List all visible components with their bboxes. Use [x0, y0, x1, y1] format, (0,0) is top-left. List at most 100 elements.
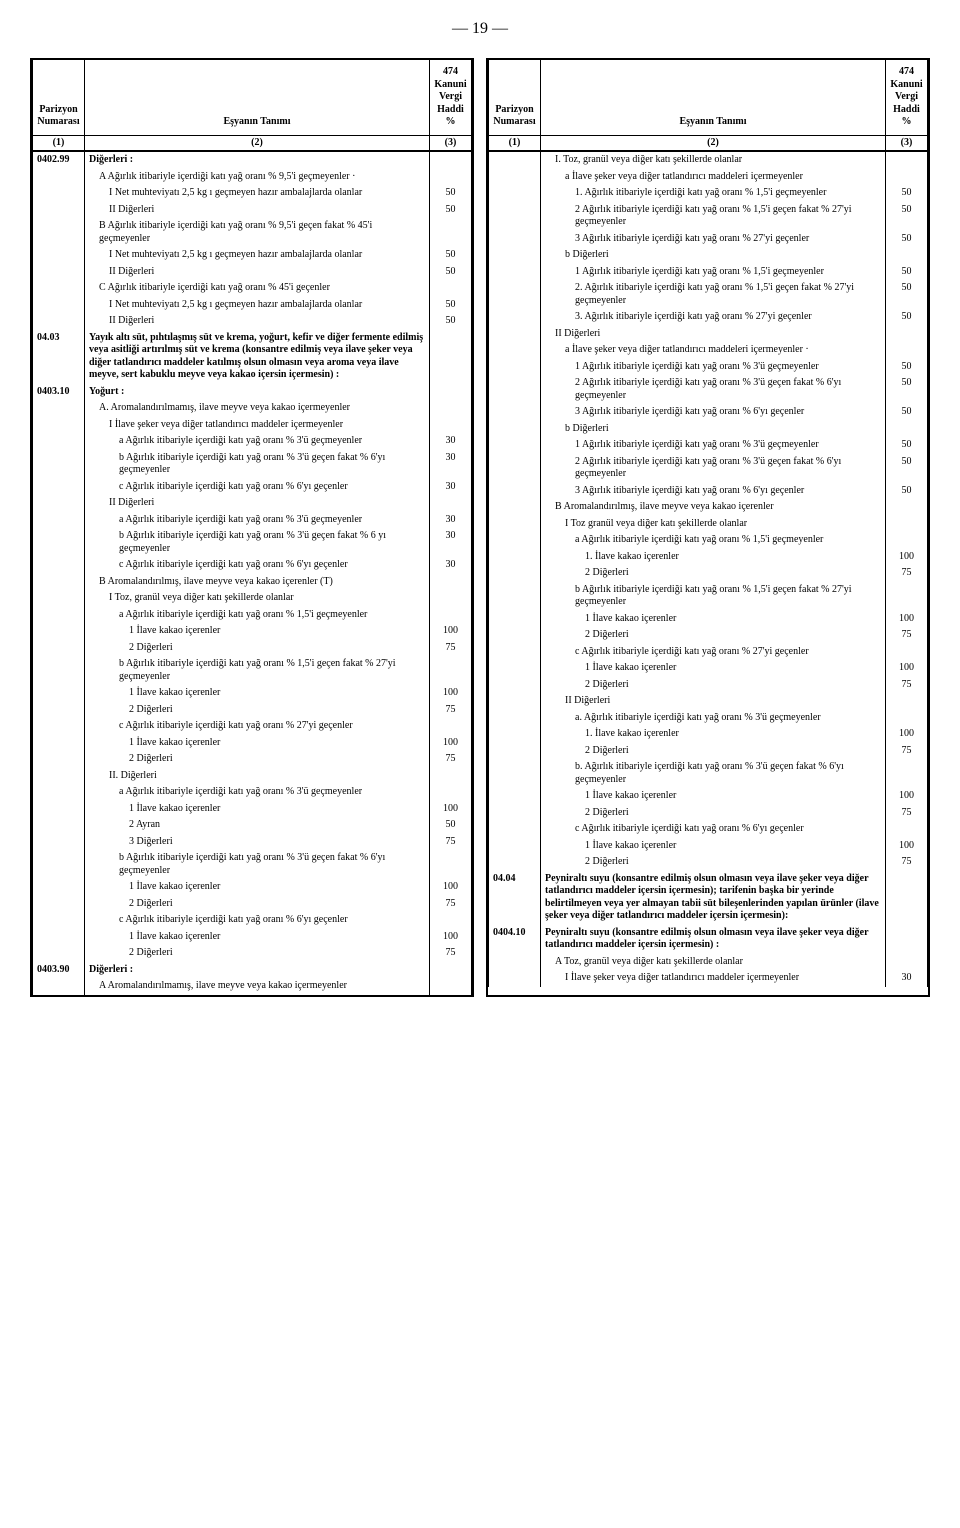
cell-position — [489, 644, 541, 661]
cell-rate — [430, 417, 472, 434]
table-row: I Net muhteviyatı 2,5 kg ı geçmeyen hazı… — [33, 247, 472, 264]
cell-description: Diğerleri : — [85, 962, 430, 979]
cell-position — [489, 532, 541, 549]
cell-description: II Diğerleri — [85, 495, 430, 512]
cell-description: 2 Diğerleri — [541, 854, 886, 871]
table-row: c Ağırlık itibariyle içerdiği katı yağ o… — [489, 644, 928, 661]
cell-position — [33, 202, 85, 219]
table-row: 1 İlave kakao içerenler100 — [489, 660, 928, 677]
cell-position — [489, 743, 541, 760]
cell-description: I Net muhteviyatı 2,5 kg ı geçmeyen hazı… — [85, 185, 430, 202]
cell-rate: 100 — [430, 623, 472, 640]
cell-description: a Ağırlık itibariyle içerdiği katı yağ o… — [85, 607, 430, 624]
cell-rate — [430, 978, 472, 995]
cell-position: 04.03 — [33, 330, 85, 384]
cell-position — [489, 454, 541, 483]
cell-position — [33, 702, 85, 719]
cell-position — [489, 954, 541, 971]
table-row: C Ağırlık itibariyle içerdiği katı yağ o… — [33, 280, 472, 297]
cell-rate: 50 — [886, 264, 928, 281]
cell-rate: 50 — [886, 437, 928, 454]
cell-rate: 100 — [886, 838, 928, 855]
left-column: Parizyon Numarası Eşyanın Tanımı 474 Kan… — [30, 58, 474, 997]
cell-description: a. Ağırlık itibariyle içerdiği katı yağ … — [541, 710, 886, 727]
cell-position — [33, 640, 85, 657]
cell-rate — [886, 871, 928, 925]
cell-position — [33, 417, 85, 434]
table-row: c Ağırlık itibariyle içerdiği katı yağ o… — [33, 557, 472, 574]
cell-position — [489, 565, 541, 582]
table-row: 1 İlave kakao içerenler100 — [33, 929, 472, 946]
cell-position — [33, 479, 85, 496]
cell-rate: 100 — [886, 611, 928, 628]
cell-description: Yayık altı süt, pıhtılaşmış süt ve krema… — [85, 330, 430, 384]
cell-position — [33, 834, 85, 851]
table-row: b Ağırlık itibariyle içerdiği katı yağ o… — [489, 582, 928, 611]
cell-rate: 75 — [430, 702, 472, 719]
cell-rate — [886, 532, 928, 549]
cell-position — [489, 582, 541, 611]
page-number: — 19 — — [30, 20, 930, 38]
cell-rate — [430, 384, 472, 401]
cell-description: 2 Diğerleri — [541, 805, 886, 822]
cell-position — [33, 685, 85, 702]
cell-rate — [886, 342, 928, 359]
cell-rate: 30 — [430, 557, 472, 574]
cell-position — [489, 437, 541, 454]
cell-rate: 50 — [430, 185, 472, 202]
cell-rate — [886, 759, 928, 788]
table-row: II Diğerleri — [489, 693, 928, 710]
cell-rate — [430, 768, 472, 785]
table-row: I. Toz, granül veya diğer katı şekillerd… — [489, 151, 928, 169]
cell-position: 0404.10 — [489, 925, 541, 954]
cell-rate: 30 — [430, 512, 472, 529]
cell-description: B Ağırlık itibariyle içerdiği katı yağ o… — [85, 218, 430, 247]
table-row: I İlave şeker veya diğer tatlandırıcı ma… — [489, 970, 928, 987]
cell-position — [33, 528, 85, 557]
cell-rate: 50 — [886, 483, 928, 500]
th-rate: 474 Kanuni Vergi Haddi % — [430, 60, 472, 135]
table-row: 2 Diğerleri75 — [489, 743, 928, 760]
cell-description: A Ağırlık itibariyle içerdiği katı yağ o… — [85, 169, 430, 186]
cell-rate — [430, 607, 472, 624]
table-row: 04.04Peyniraltı suyu (konsantre edilmiş … — [489, 871, 928, 925]
cell-description: 2 Diğerleri — [85, 945, 430, 962]
table-row: b Ağırlık itibariyle içerdiği katı yağ o… — [33, 656, 472, 685]
cell-description: I Net muhteviyatı 2,5 kg ı geçmeyen hazı… — [85, 247, 430, 264]
th-rate: 474 Kanuni Vergi Haddi % — [886, 60, 928, 135]
table-row: I Net muhteviyatı 2,5 kg ı geçmeyen hazı… — [33, 297, 472, 314]
cell-description: II Diğerleri — [541, 693, 886, 710]
cell-position — [489, 627, 541, 644]
cell-rate: 100 — [886, 549, 928, 566]
cell-description: 3 Ağırlık itibariyle içerdiği katı yağ o… — [541, 404, 886, 421]
table-row: c Ağırlık itibariyle içerdiği katı yağ o… — [33, 718, 472, 735]
cell-position — [489, 821, 541, 838]
table-row: 1 İlave kakao içerenler100 — [33, 685, 472, 702]
cell-position — [489, 970, 541, 987]
right-table: Parizyon Numarası Eşyanın Tanımı 474 Kan… — [488, 60, 928, 987]
cell-description: 1. Ağırlık itibariyle içerdiği katı yağ … — [541, 185, 886, 202]
cell-rate — [430, 718, 472, 735]
table-row: 1 Ağırlık itibariyle içerdiği katı yağ o… — [489, 264, 928, 281]
table-row: b Ağırlık itibariyle içerdiği katı yağ o… — [33, 528, 472, 557]
cell-rate: 75 — [886, 743, 928, 760]
table-row: 0403.90Diğerleri : — [33, 962, 472, 979]
cell-description: a İlave şeker veya diğer tatlandırıcı ma… — [541, 342, 886, 359]
cell-rate: 30 — [430, 528, 472, 557]
cell-position — [33, 185, 85, 202]
cell-rate: 50 — [886, 454, 928, 483]
cell-position — [489, 611, 541, 628]
cell-position: 0402.99 — [33, 151, 85, 169]
cell-description: II Diğerleri — [541, 326, 886, 343]
table-row: b. Ağırlık itibariyle içerdiği katı yağ … — [489, 759, 928, 788]
cell-description: Peyniraltı suyu (konsantre edilmiş olsun… — [541, 871, 886, 925]
cell-rate: 50 — [886, 280, 928, 309]
cell-description: b Ağırlık itibariyle içerdiği katı yağ o… — [541, 582, 886, 611]
cell-position — [489, 202, 541, 231]
cell-description: c Ağırlık itibariyle içerdiği katı yağ o… — [541, 821, 886, 838]
cell-description: a İlave şeker veya diğer tatlandırıcı ma… — [541, 169, 886, 186]
cell-rate: 50 — [430, 202, 472, 219]
cell-rate: 100 — [886, 726, 928, 743]
table-row: 1 İlave kakao içerenler100 — [489, 611, 928, 628]
cell-description: I Net muhteviyatı 2,5 kg ı geçmeyen hazı… — [85, 297, 430, 314]
